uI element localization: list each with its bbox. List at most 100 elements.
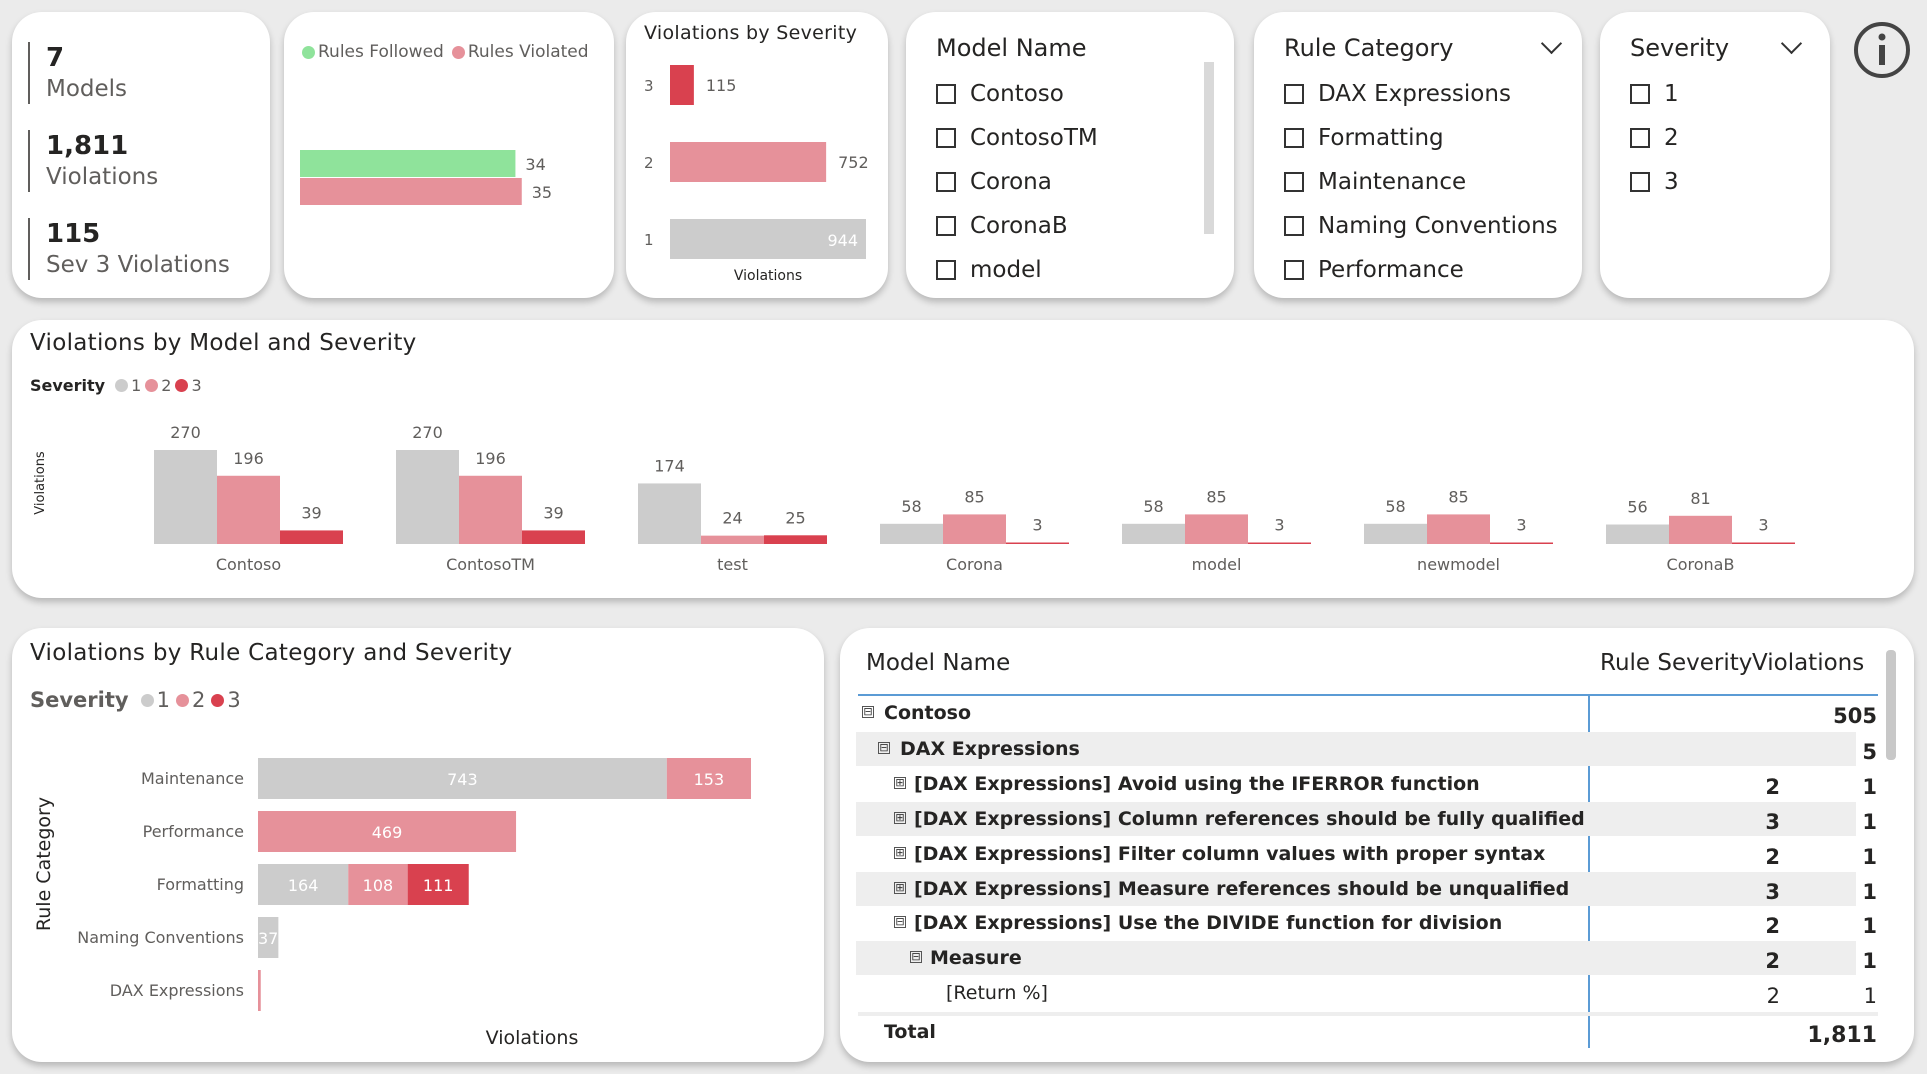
violations-matrix[interactable]: Model Name Rule Severity Violations ⊟ Co… <box>840 628 1914 1062</box>
legend-violated: Rules Violated <box>451 42 589 62</box>
rule-category-slicer[interactable]: Rule Category DAX Expressions Formatting… <box>1254 12 1582 298</box>
slicer-item-coronab[interactable]: CoronaB <box>936 204 1098 248</box>
model-severity-card[interactable]: Violations by Model and Severity Severit… <box>12 320 1914 598</box>
expand-icon[interactable]: ⊞ <box>894 811 906 824</box>
rule-severity-chart[interactable]: Maintenance 743 153 Performance 469 Formattin… <box>12 628 824 1062</box>
model-slicer[interactable]: Model Name Contoso ContosoTM Corona Coro… <box>906 12 1234 298</box>
checkbox[interactable] <box>1284 172 1304 192</box>
legend-sev-3[interactable]: 3 <box>175 376 202 395</box>
bar-value-label: 111 <box>423 876 454 895</box>
checkbox[interactable] <box>1630 128 1650 148</box>
slicer-item-dax-expressions[interactable]: DAX Expressions <box>1284 72 1558 116</box>
matrix-row-rule[interactable]: ⊞ [DAX Expressions] Measure references s… <box>856 872 1877 906</box>
severity-slicer[interactable]: Severity 1 2 3 <box>1600 12 1830 298</box>
bar-formatting-sev-2 <box>348 864 408 905</box>
matrix-scrollbar[interactable] <box>1886 650 1896 760</box>
matrix-header-violations[interactable]: Violations <box>1752 650 1865 676</box>
slicer-item-corona[interactable]: Corona <box>936 160 1098 204</box>
slicer-item-performance[interactable]: Performance <box>1284 248 1558 292</box>
expand-icon[interactable]: ⊞ <box>894 881 906 894</box>
collapse-icon[interactable]: ⊟ <box>862 705 874 718</box>
matrix-row-rule[interactable]: ⊞ [DAX Expressions] Column references sh… <box>856 802 1877 836</box>
row-violations: 1 <box>1862 810 1877 834</box>
chevron-down-icon[interactable] <box>1780 32 1803 55</box>
severity-chart[interactable]: 3 115 2 752 1 944 Violations <box>626 12 888 298</box>
rule-severity-legend: Severity 1 2 3 <box>30 688 249 712</box>
matrix-row-category[interactable]: ⊟ DAX Expressions 5 <box>856 732 1877 766</box>
matrix-row-rule[interactable]: ⊞ [DAX Expressions] Avoid using the IFER… <box>856 767 1877 801</box>
legend-sev-1[interactable]: 1 <box>140 688 170 712</box>
severity-chart-card[interactable]: Violations by Severity 3 115 2 752 1 944 Viola… <box>626 12 888 298</box>
slicer-item-contoso[interactable]: Contoso <box>936 72 1098 116</box>
slicer-item-model[interactable]: model <box>936 248 1098 292</box>
model-slicer-list: Contoso ContosoTM Corona CoronaB model <box>936 72 1098 292</box>
bar-value-label: 58 <box>1385 497 1405 516</box>
bar-value-label: 752 <box>838 153 869 172</box>
slicer-item-maintenance[interactable]: Maintenance <box>1284 160 1558 204</box>
checkbox[interactable] <box>936 172 956 192</box>
checkbox[interactable] <box>936 128 956 148</box>
category-label: Contoso <box>216 555 281 574</box>
legend-followed-label: Rules Followed <box>318 42 444 62</box>
bar-value-label: 164 <box>288 876 319 895</box>
slicer-item-sev-1[interactable]: 1 <box>1630 72 1679 116</box>
model-severity-chart[interactable]: 270 196 39 Contoso 270 196 39 ContosoTM 174 24 25 t… <box>12 320 1914 598</box>
checkbox[interactable] <box>1630 172 1650 192</box>
checkbox[interactable] <box>936 84 956 104</box>
legend-sev-1-label: 1 <box>156 688 170 712</box>
checkbox[interactable] <box>936 216 956 236</box>
bar-value-label: 58 <box>901 497 921 516</box>
bar-value-label: 39 <box>301 503 321 522</box>
category-label: model <box>1192 555 1242 574</box>
slicer-item-formatting[interactable]: Formatting <box>1284 116 1558 160</box>
model-slicer-scrollbar[interactable] <box>1204 62 1214 234</box>
bar-value-label: 270 <box>412 423 443 442</box>
expand-icon[interactable]: ⊞ <box>894 846 906 859</box>
severity-slicer-list: 1 2 3 <box>1630 72 1679 204</box>
rules-followed-card[interactable]: Rules Followed Rules Violated 34 35 <box>284 12 614 298</box>
legend-followed: Rules Followed <box>302 42 444 62</box>
checkbox[interactable] <box>1630 84 1650 104</box>
slicer-item-sev-3[interactable]: 3 <box>1630 160 1679 204</box>
collapse-icon[interactable]: ⊟ <box>910 950 922 963</box>
legend-sev-1[interactable]: 1 <box>115 376 141 395</box>
checkbox[interactable] <box>1284 128 1304 148</box>
row-label: [DAX Expressions] Measure references sho… <box>914 878 1570 900</box>
checkbox[interactable] <box>936 260 956 280</box>
legend-sev-2[interactable]: 2 <box>175 688 205 712</box>
row-severity: 2 <box>1765 845 1780 869</box>
legend-sev-3[interactable]: 3 <box>211 688 241 712</box>
slicer-item-sev-2[interactable]: 2 <box>1630 116 1679 160</box>
severity-slicer-title: Severity <box>1630 34 1730 62</box>
matrix-header-rule-severity[interactable]: Rule Severity <box>1600 650 1753 676</box>
collapse-icon[interactable]: ⊟ <box>894 915 906 928</box>
checkbox[interactable] <box>1284 260 1304 280</box>
checkbox[interactable] <box>1284 84 1304 104</box>
matrix-row-object[interactable]: [Return %] 2 1 <box>856 976 1877 1010</box>
slicer-item-contosotm[interactable]: ContosoTM <box>936 116 1098 160</box>
bar-value-label: 39 <box>543 503 563 522</box>
matrix-row-rule[interactable]: ⊞ [DAX Expressions] Filter column values… <box>856 837 1877 871</box>
bar-ContosoTM-sev-1 <box>396 450 459 544</box>
info-icon[interactable] <box>1852 20 1912 80</box>
legend-sev-2[interactable]: 2 <box>145 376 171 395</box>
bar-value-label: 35 <box>532 183 552 202</box>
kpi-models-label: Models <box>46 76 128 102</box>
bar-value-label: 58 <box>1143 497 1163 516</box>
matrix-row-model[interactable]: ⊟ Contoso 505 <box>856 696 1877 730</box>
kpi-models: 7 Models <box>28 42 127 104</box>
rule-severity-card[interactable]: Violations by Rule Category and Severity… <box>12 628 824 1062</box>
matrix-row-object-type[interactable]: ⊟ Measure 2 1 <box>856 941 1877 975</box>
expand-icon[interactable]: ⊞ <box>894 776 906 789</box>
matrix-header-model-name[interactable]: Model Name <box>866 650 1011 676</box>
matrix-row-rule[interactable]: ⊟ [DAX Expressions] Use the DIVIDE funct… <box>856 906 1877 940</box>
checkbox[interactable] <box>1284 216 1304 236</box>
slicer-item-naming-conventions[interactable]: Naming Conventions <box>1284 204 1558 248</box>
collapse-icon[interactable]: ⊟ <box>878 741 890 754</box>
category-label: ContosoTM <box>446 555 535 574</box>
chevron-down-icon[interactable] <box>1540 32 1563 55</box>
bar-value-label: 81 <box>1690 489 1710 508</box>
legend-sev-1-dot <box>140 693 154 707</box>
bar-value-label: 270 <box>170 423 201 442</box>
